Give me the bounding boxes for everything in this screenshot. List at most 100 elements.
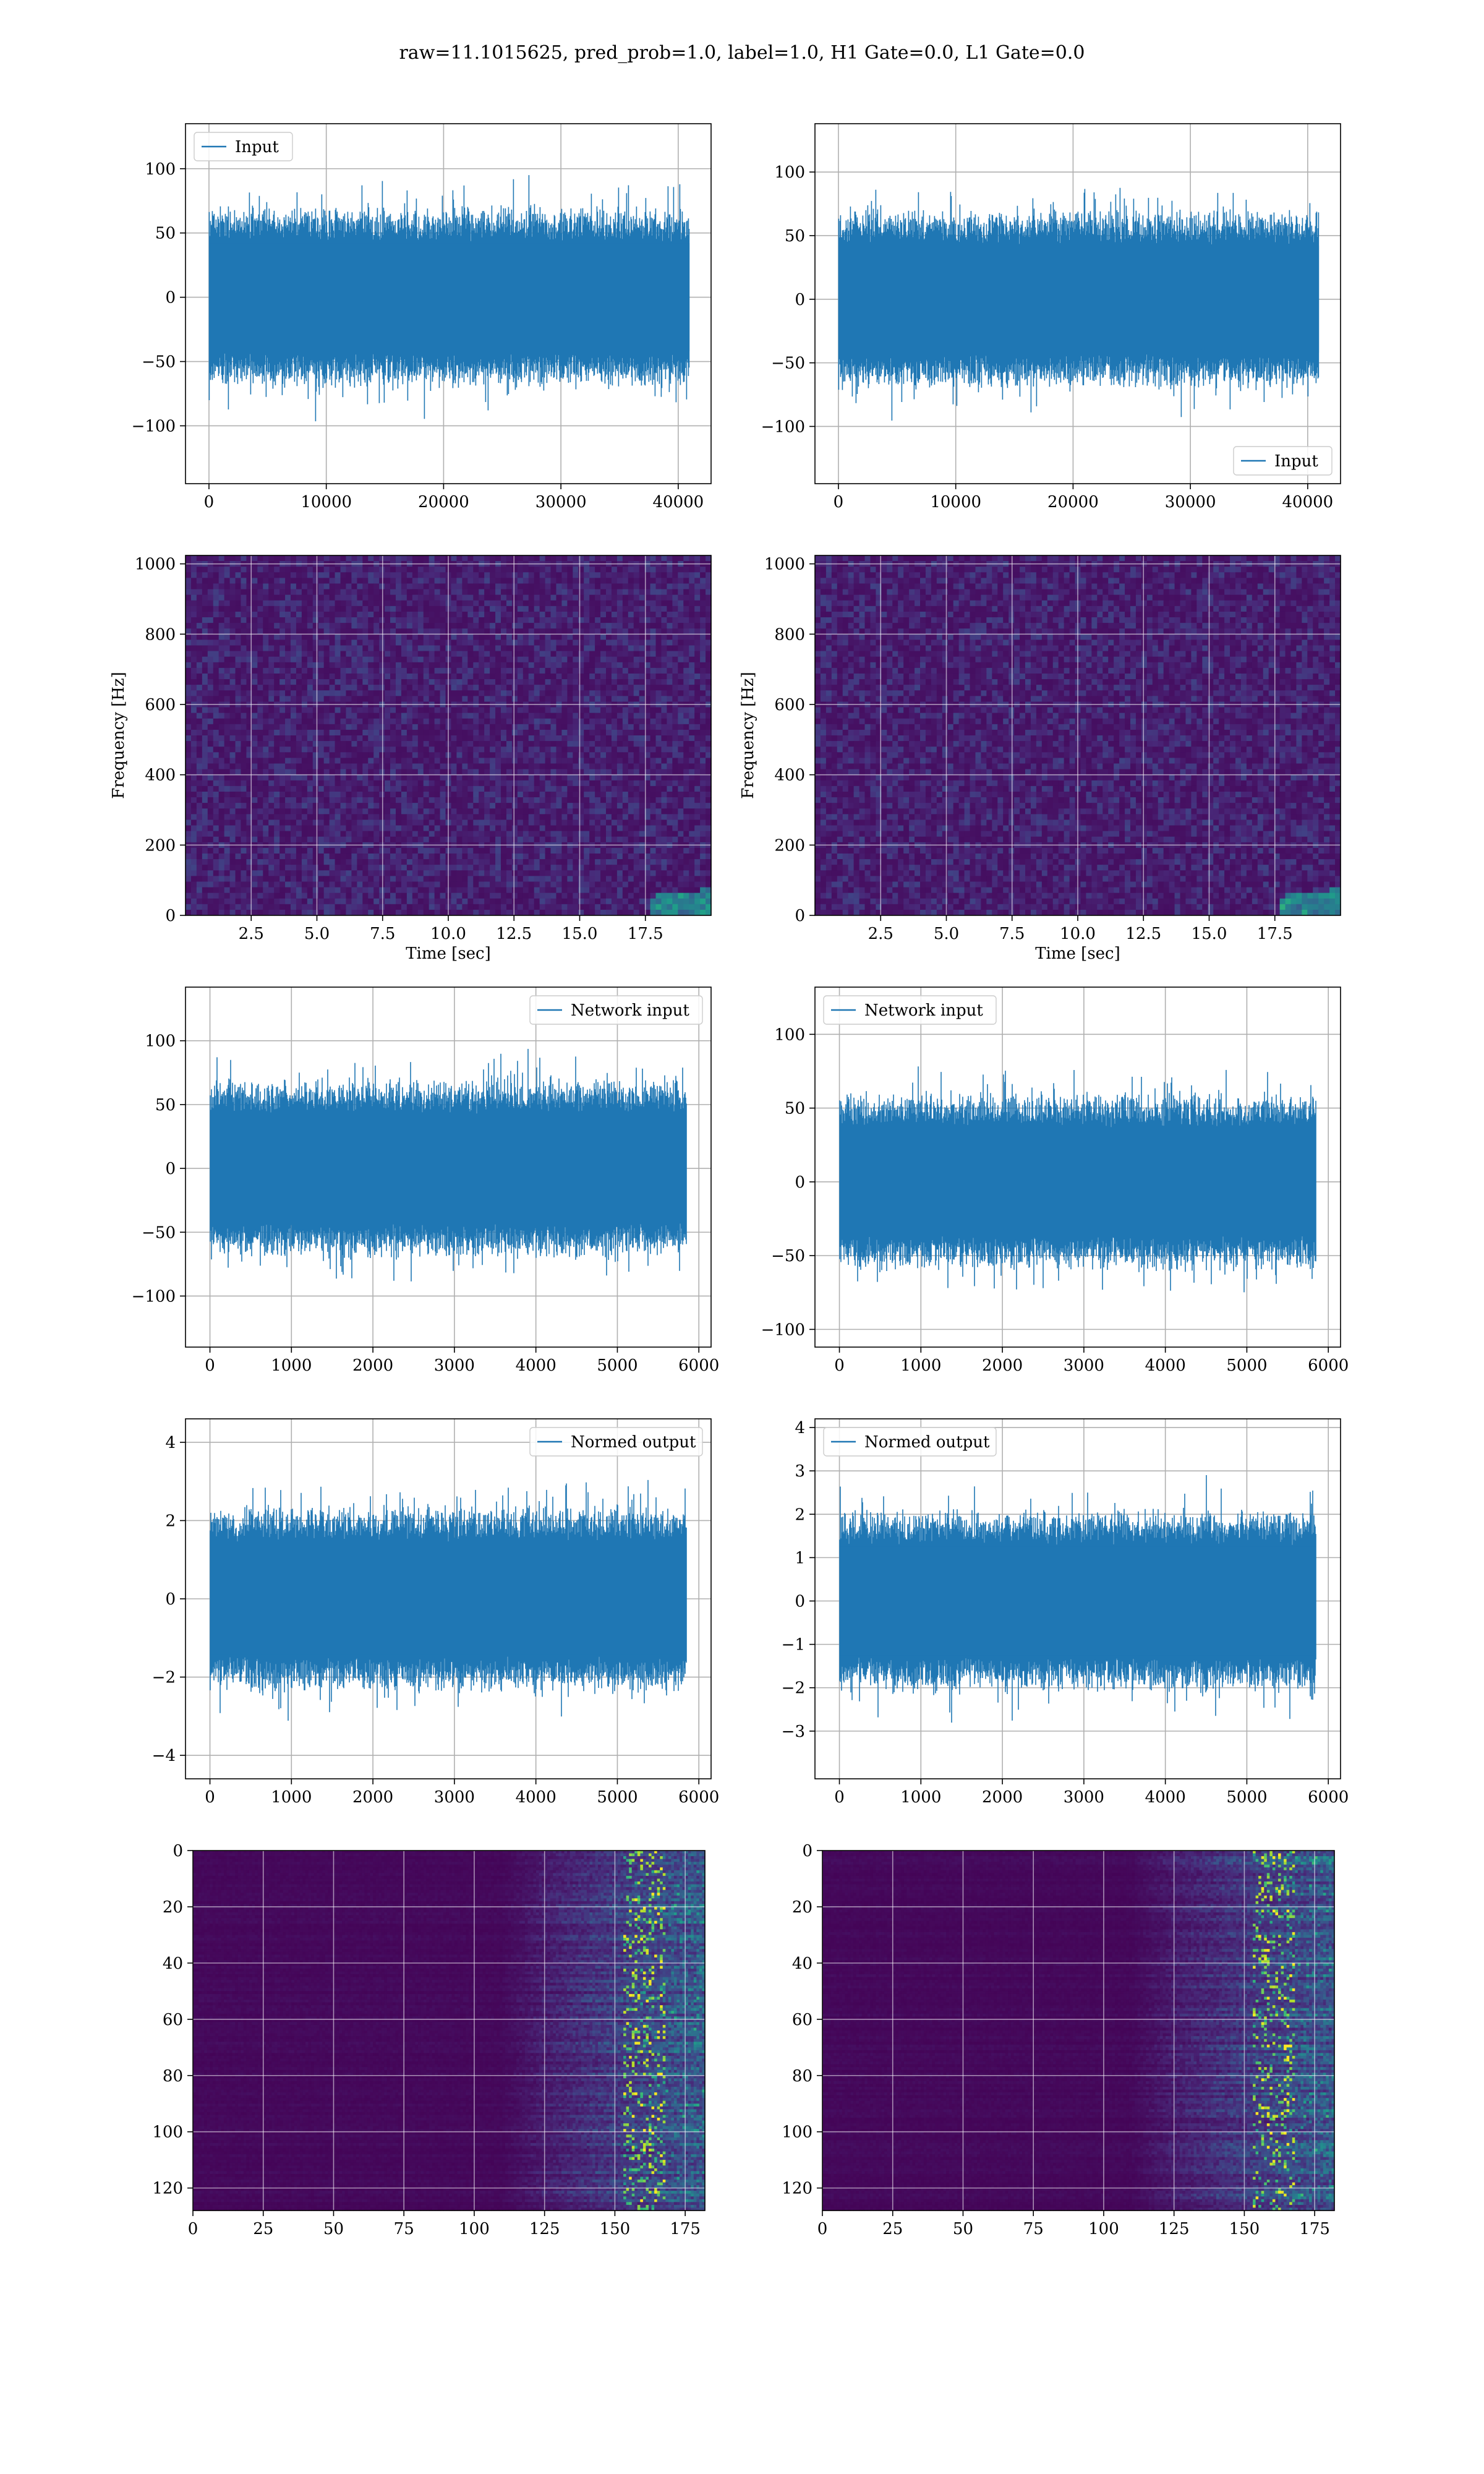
r2c2-xtick-label: 17.5 [1257, 925, 1293, 943]
r4c2-xtick-label: 2000 [982, 1788, 1023, 1807]
panel-r2c2: 2.5 5.0 7.5 10.0 12.5 15.0 17.5020040060080010… [739, 555, 1341, 963]
r2c2-xtick-label: 15.0 [1192, 925, 1227, 943]
r2c2-ytick-label: 600 [774, 696, 805, 714]
r5c1-xtick-label: 150 [600, 2220, 631, 2238]
r1c1-legend: Input [194, 132, 292, 161]
r5c1-xtick-label: 100 [459, 2220, 490, 2238]
panel-r2c1: 2.5 5.0 7.5 10.0 12.5 15.0 17.5020040060080010… [109, 555, 712, 963]
r5c1-xtick-label: 50 [323, 2220, 344, 2238]
r3c2-xtick-label: 4000 [1145, 1356, 1186, 1375]
r3c2-xtick-label: 2000 [982, 1356, 1023, 1375]
panel-r4c2: 0 1000 2000 3000 4000 5000 6000−3−2−101234Norm… [782, 1419, 1349, 1807]
r4c1-legend-label: Normed output [571, 1433, 696, 1452]
r5c2-ytick-label: 40 [792, 1954, 812, 1973]
r2c1-xtick-label: 10.0 [430, 925, 466, 943]
r3c1-xtick-label: 6000 [678, 1356, 719, 1375]
r1c2-xtick-label: 10000 [930, 493, 981, 511]
r5c1-xtick-label: 75 [394, 2220, 414, 2238]
r1c2-legend: Input [1234, 447, 1332, 475]
r1c1-ytick-label: 50 [155, 225, 176, 243]
r1c2-ytick-label: 0 [795, 291, 805, 309]
r3c1-series-core [210, 1115, 687, 1222]
r3c1-xtick-label: 1000 [271, 1356, 312, 1375]
r5c2-xtick-label: 100 [1088, 2220, 1119, 2238]
r2c1-xtick-label: 15.0 [562, 925, 598, 943]
r2c1-xtick-label: 7.5 [370, 925, 395, 943]
r3c1-legend: Network input [530, 996, 702, 1024]
r1c1-xtick-label: 30000 [535, 493, 587, 511]
r3c2-xtick-label: 0 [834, 1356, 845, 1375]
r2c1-ytick-label: 400 [145, 766, 176, 785]
r3c1-ytick-label: −100 [132, 1287, 176, 1306]
r1c2-xtick-label: 30000 [1165, 493, 1216, 511]
r3c1-xtick-label: 0 [205, 1356, 215, 1375]
r5c2-ytick-label: 0 [802, 1842, 812, 1860]
r3c1-ytick-label: 0 [165, 1160, 176, 1178]
r5c1-xtick-label: 0 [188, 2220, 198, 2238]
r5c2-xtick-label: 175 [1299, 2220, 1330, 2238]
r1c1-legend-label: Input [235, 138, 279, 156]
r4c2-ytick-label: 0 [795, 1593, 805, 1611]
r3c2-ytick-label: 0 [795, 1173, 805, 1192]
r4c2-ytick-label: 1 [795, 1549, 805, 1567]
r5c2-heatmap-cells [822, 1851, 1335, 2211]
r2c1-ytick-label: 1000 [135, 555, 176, 574]
r5c1-ytick-label: 100 [152, 2123, 183, 2142]
r2c1-xlabel: Time [sec] [406, 944, 491, 963]
r5c2-xtick-label: 50 [953, 2220, 973, 2238]
r5c2-xtick-label: 25 [882, 2220, 903, 2238]
r3c1-xtick-label: 2000 [352, 1356, 393, 1375]
r1c2-series-core [838, 246, 1319, 353]
r2c1-xtick-label: 17.5 [628, 925, 663, 943]
r2c1-xtick-label: 2.5 [239, 925, 264, 943]
r3c2-xtick-label: 5000 [1226, 1356, 1267, 1375]
r4c2-xtick-label: 6000 [1308, 1788, 1349, 1807]
r4c2-xtick-label: 0 [834, 1788, 845, 1807]
r2c1-ytick-label: 600 [145, 696, 176, 714]
r3c2-ytick-label: −100 [761, 1320, 805, 1339]
r2c2-ytick-label: 800 [774, 625, 805, 644]
r1c1-ytick-label: −100 [132, 417, 176, 435]
r5c2-ytick-label: 80 [792, 2067, 812, 2086]
r5c1-heatmap-cells [193, 1851, 706, 2211]
r4c1-ytick-label: 4 [165, 1434, 176, 1452]
r2c2-ytick-label: 400 [774, 766, 805, 785]
r1c1-xtick-label: 10000 [301, 493, 352, 511]
r4c1-series-core [210, 1543, 687, 1655]
r3c1-xtick-label: 3000 [434, 1356, 475, 1375]
r3c2-legend-label: Network input [864, 1001, 983, 1020]
r3c2-ytick-label: −50 [771, 1247, 805, 1265]
r3c2-xtick-label: 1000 [900, 1356, 941, 1375]
r5c1-ytick-label: 60 [163, 2011, 183, 2029]
r3c1-xtick-label: 4000 [516, 1356, 556, 1375]
r2c2-xtick-label: 10.0 [1060, 925, 1096, 943]
r2c2-ytick-label: 1000 [764, 555, 805, 574]
r4c1-xtick-label: 2000 [352, 1788, 393, 1807]
r1c2-ytick-label: −100 [761, 417, 805, 436]
r5c2-ytick-label: 120 [782, 2180, 812, 2198]
r3c1-ytick-label: 100 [145, 1032, 176, 1051]
r4c1-ytick-label: −2 [152, 1669, 176, 1687]
r4c2-legend: Normed output [824, 1427, 996, 1456]
r5c1-xtick-label: 125 [529, 2220, 560, 2238]
r3c2-legend: Network input [824, 996, 996, 1024]
r4c2-xtick-label: 1000 [900, 1788, 941, 1807]
r2c1-ytick-label: 0 [165, 907, 176, 925]
r5c2-xtick-label: 75 [1023, 2220, 1044, 2238]
r2c1-ytick-label: 800 [145, 625, 176, 644]
r1c1-ytick-label: 0 [165, 289, 176, 307]
r1c1-ytick-label: −50 [142, 353, 176, 372]
r5c1-ytick-label: 0 [173, 1842, 183, 1860]
r4c2-series-core [840, 1546, 1316, 1656]
r1c2-xtick-label: 0 [834, 493, 844, 511]
r2c1-xtick-label: 5.0 [304, 925, 330, 943]
r3c2-xtick-label: 3000 [1064, 1356, 1104, 1375]
r4c1-xtick-label: 6000 [678, 1788, 719, 1807]
r4c2-ytick-label: −3 [782, 1723, 805, 1741]
r2c2-xtick-label: 12.5 [1125, 925, 1161, 943]
r4c1-xtick-label: 4000 [516, 1788, 556, 1807]
